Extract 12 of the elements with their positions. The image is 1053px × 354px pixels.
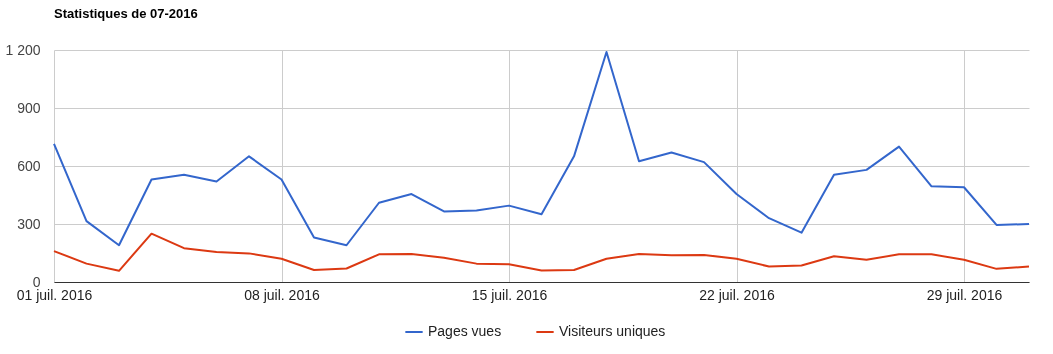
y-tick-label: 1 200 — [5, 41, 41, 58]
y-tick-label: 600 — [17, 157, 41, 174]
x-tick-label: 22 juil. 2016 — [699, 286, 775, 303]
y-tick-label: 300 — [17, 215, 41, 232]
x-tick-label: 29 juil. 2016 — [926, 286, 1003, 303]
line-series — [53, 232, 1030, 272]
y-tick-label: 900 — [17, 99, 41, 116]
legend-label: Visiteurs uniques — [559, 323, 666, 339]
x-tick-label: 15 juil. 2016 — [471, 286, 548, 303]
legend-label: Pages vues — [428, 323, 502, 339]
x-tick-label: 08 juil. 2016 — [244, 286, 320, 303]
chart-title: Statistiques de 07-2016 — [54, 6, 198, 21]
